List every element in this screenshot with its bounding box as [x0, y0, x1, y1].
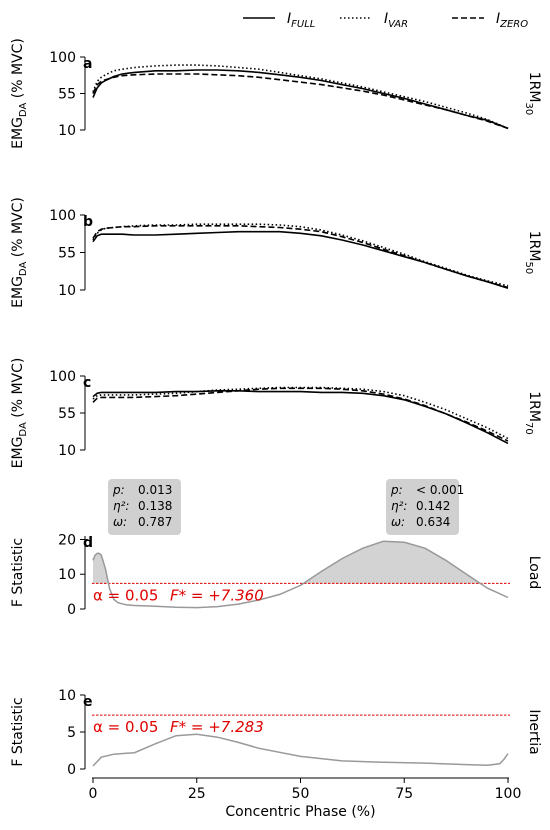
panel-d-ytick-label: 0	[67, 602, 76, 618]
panel-e-fstar-text: F* = +7.283	[170, 718, 264, 736]
legend-label-full: IFULL	[287, 11, 315, 30]
panel-e-ytick-label: 0	[67, 762, 76, 778]
cluster-2-stat-key: p:	[390, 483, 403, 497]
legend-label-zero: IZERO	[496, 11, 528, 30]
panel-a-ytick-label: 100	[49, 50, 76, 66]
panel-a-ytick-label: 10	[58, 123, 76, 139]
panel-c-side-label: 1RM70	[523, 391, 542, 434]
panel-d-ytick-label: 10	[58, 567, 76, 583]
panel-b-side-label: 1RM50	[523, 231, 542, 274]
cluster-2-stat-key: η²:	[391, 499, 407, 513]
panel-d-f-curve	[92, 540, 509, 609]
panel-c-ytick-label: 10	[58, 443, 76, 459]
panel-c-ytick-label: 100	[49, 369, 76, 385]
panel-b-ytick-label: 55	[58, 246, 76, 262]
panel-b-ytick-label: 100	[49, 208, 76, 224]
panel-a-series-full	[92, 69, 509, 130]
cluster-1-stat-value: 0.787	[138, 515, 172, 529]
panel-b-ylabel: EMGDA (% MVC)	[10, 197, 29, 308]
panel-a-series-var	[92, 64, 509, 130]
cluster-1-stat-key: ω:	[113, 515, 127, 529]
panel-d-cluster-1-fill	[93, 553, 109, 584]
panel-c-series-zero	[92, 387, 509, 442]
panel-d-ytick-label: 20	[58, 532, 76, 548]
panel-d-ylabel: F Statistic	[10, 538, 26, 607]
cluster-1-stat-key: p:	[112, 483, 125, 497]
cluster-1-stat-box	[108, 479, 181, 535]
xtick-label: 50	[292, 786, 310, 802]
panel-e-letter: e	[83, 694, 93, 710]
cluster-2-stat-key: ω:	[391, 515, 405, 529]
panel-a-side-label: 1RM30	[523, 72, 542, 115]
panel-e-f-curve	[92, 733, 509, 767]
panel-a-ylabel: EMGDA (% MVC)	[10, 38, 29, 149]
panel-c-ytick-label: 55	[58, 406, 76, 422]
panel-e-ylabel: F Statistic	[10, 697, 26, 766]
cluster-2-stat-value: 0.142	[416, 499, 450, 513]
panel-e-ytick-label: 5	[67, 725, 76, 741]
panel-a-series-zero	[92, 73, 509, 130]
panel-e-alpha-text: α = 0.05	[93, 718, 158, 736]
panel-d-fstar-text: F* = +7.360	[170, 586, 264, 604]
panel-b-series-full	[92, 230, 509, 290]
panel-d-cluster-2-fill	[303, 541, 481, 584]
cluster-2-stat-value: 0.634	[416, 515, 450, 529]
xtick-label: 100	[495, 786, 522, 802]
panel-c-ylabel: EMGDA (% MVC)	[10, 358, 29, 469]
panel-c-letter: c	[83, 375, 91, 391]
x-axis-label: Concentric Phase (%)	[225, 804, 375, 820]
panel-d-side-label: Load	[526, 556, 542, 590]
panel-e-ytick-label: 10	[58, 688, 76, 704]
panel-c-series-full	[92, 389, 509, 445]
xtick-label: 75	[395, 786, 413, 802]
cluster-1-stat-key: η²:	[113, 499, 129, 513]
panel-e-side-label: Inertia	[526, 709, 542, 754]
cluster-2-stat-box	[386, 479, 459, 535]
panel-a-letter: a	[83, 56, 92, 72]
legend-label-var: IVAR	[384, 11, 408, 30]
panel-d-alpha-text: α = 0.05	[93, 586, 158, 604]
xtick-label: 0	[89, 786, 98, 802]
panel-b-ytick-label: 10	[58, 283, 76, 299]
cluster-1-stat-value: 0.013	[138, 483, 172, 497]
xtick-label: 25	[188, 786, 206, 802]
panel-a-ytick-label: 55	[58, 87, 76, 103]
panel-d-letter: d	[83, 535, 93, 551]
cluster-2-stat-value: < 0.001	[416, 483, 464, 497]
cluster-1-stat-value: 0.138	[138, 499, 172, 513]
panel-b-letter: b	[83, 214, 93, 230]
